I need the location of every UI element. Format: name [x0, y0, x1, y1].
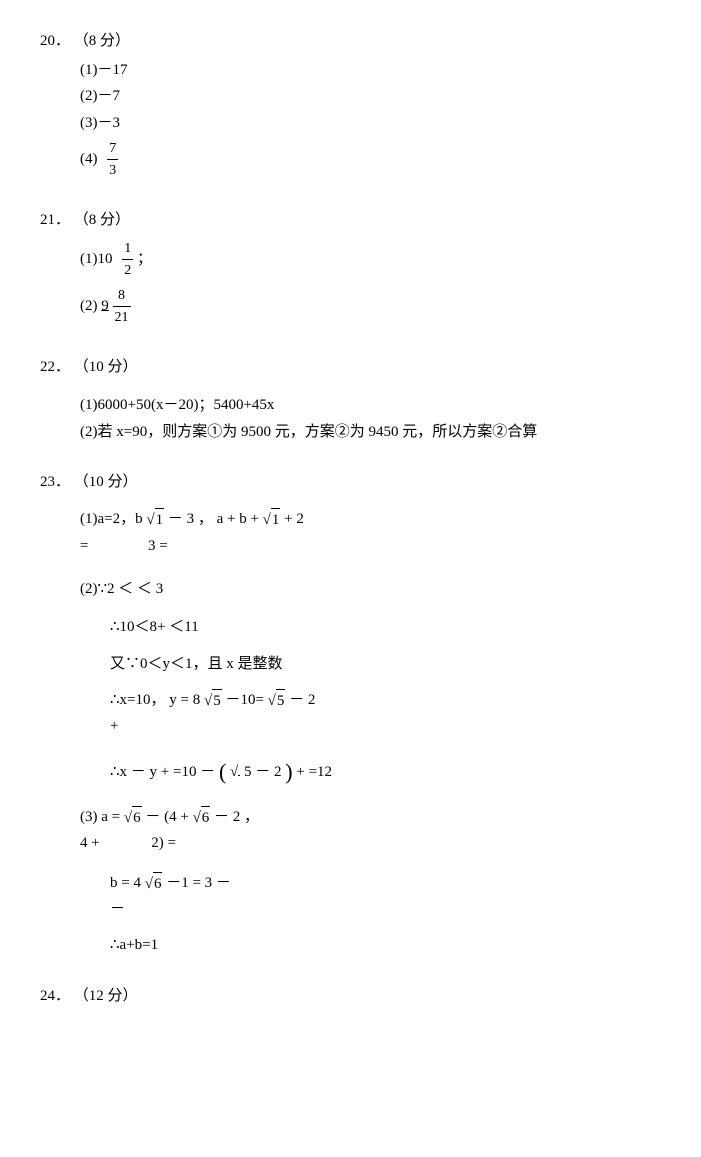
q20-points: （8 分）	[74, 33, 130, 49]
q23-part3-l3b: －	[110, 898, 661, 921]
left-paren-icon: (	[219, 759, 226, 784]
q23-part3-l1: (3) a = 6 － (4 + 6 － 2 ，	[80, 806, 661, 830]
q20-number: 20．	[40, 33, 70, 49]
q21-answer-2: (2) 9 8 21	[80, 285, 661, 328]
q23-part3-l3: b = 4 6 －1 = 3 －	[110, 872, 661, 896]
q21-a1-fraction: 1 2	[122, 238, 133, 281]
q20-answer-4: (4) 7 3	[80, 138, 661, 181]
sqrt-icon: 6	[193, 806, 211, 830]
sqrt-icon: 1	[146, 508, 164, 532]
q20-answer-2: (2)－7	[80, 85, 661, 108]
q22-number: 22．	[40, 359, 70, 375]
sqrt-icon: 5	[204, 689, 222, 713]
q23-part2-l1: ∴10＜8+ ＜11	[110, 616, 661, 639]
q22-line-1: (1)6000+50(x－20)；5400+45x	[80, 394, 661, 417]
q20-answer-1: (1)－17	[80, 59, 661, 82]
question-22: 22． （10 分） (1)6000+50(x－20)；5400+45x (2)…	[40, 356, 661, 444]
q23-part2-l3: ∴x=10， y = 8 5 －10= 5 － 2	[110, 689, 661, 713]
q21-a2-fraction: 8 21	[113, 285, 131, 328]
question-21: 21． （8 分） (1)10 1 2 ； (2) 9 8 21	[40, 209, 661, 328]
q23-part3-l2: 4 + 2) =	[80, 832, 661, 855]
q23-part2-head: (2)∵2 ＜ ＜ 3	[80, 578, 661, 601]
q23-header: 23． （10 分）	[40, 471, 661, 494]
q23-part2-l3b: +	[110, 715, 661, 738]
q23-part2-l2: 又∵0＜y＜1，且 x 是整数	[110, 653, 661, 676]
q23-part1-line2: = 3 =	[80, 535, 661, 558]
q24-number: 24．	[40, 988, 70, 1004]
sqrt-icon	[230, 761, 240, 784]
q20-answer-3: (3)－3	[80, 112, 661, 135]
q21-answer-1: (1)10 1 2 ；	[80, 238, 661, 281]
q22-points: （10 分）	[74, 359, 138, 375]
q24-header: 24． （12 分）	[40, 985, 661, 1008]
question-20: 20． （8 分） (1)－17 (2)－7 (3)－3 (4) 7 3	[40, 30, 661, 181]
q21-header: 21． （8 分）	[40, 209, 661, 232]
question-23: 23． （10 分） (1)a=2，b 1 － 3 ， a + b + 1 + …	[40, 471, 661, 957]
q20-header: 20． （8 分）	[40, 30, 661, 53]
q23-points: （10 分）	[74, 474, 138, 490]
q22-header: 22． （10 分）	[40, 356, 661, 379]
q22-line-2: (2)若 x=90，则方案①为 9500 元，方案②为 9450 元，所以方案②…	[80, 421, 661, 444]
q21-number: 21．	[40, 212, 70, 228]
question-24: 24． （12 分）	[40, 985, 661, 1008]
q21-points: （8 分）	[74, 212, 130, 228]
q23-number: 23．	[40, 474, 70, 490]
q23-part1-line1: (1)a=2，b 1 － 3 ， a + b + 1 + 2	[80, 508, 661, 532]
sqrt-icon: 6	[145, 872, 163, 896]
q20-a4-fraction: 7 3	[107, 138, 118, 181]
q23-part2-l4: ∴x － y + =10 － ( 5 － 2 ) + =12	[110, 755, 661, 788]
q23-part3-l4: ∴a+b=1	[110, 934, 661, 957]
sqrt-icon: 5	[268, 689, 286, 713]
q24-points: （12 分）	[74, 988, 138, 1004]
right-paren-icon: )	[285, 759, 292, 784]
sqrt-icon: 6	[124, 806, 142, 830]
sqrt-icon: 1	[263, 508, 281, 532]
